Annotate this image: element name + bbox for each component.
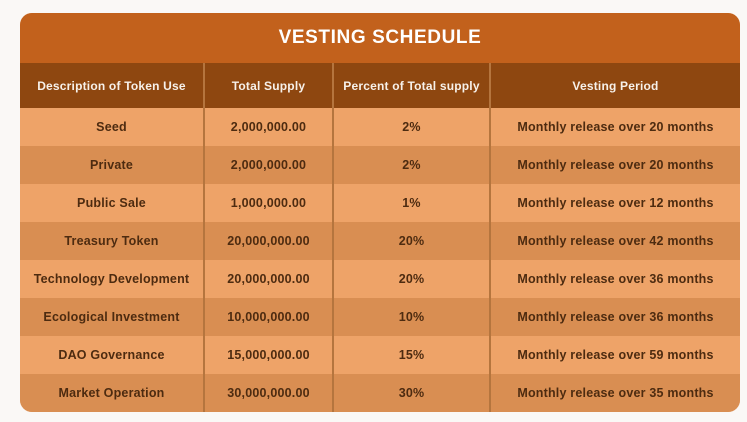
card-title: VESTING SCHEDULE — [20, 13, 740, 63]
cell-vesting-period: Monthly release over 36 months — [489, 298, 740, 336]
cell-total-supply: 10,000,000.00 — [203, 298, 333, 336]
cell-description: Technology Development — [33, 272, 190, 286]
cell-percent: 10% — [332, 298, 490, 336]
cell-total-supply: 30,000,000.00 — [203, 374, 333, 412]
cell-total-supply: 20,000,000.00 — [203, 222, 333, 260]
cell-description: Seed — [96, 120, 127, 134]
cell-description: Private — [89, 158, 134, 172]
cell-total-supply: 2,000,000.00 — [203, 146, 333, 184]
cell-vesting-period: Monthly release over 42 months — [489, 222, 740, 260]
cell-vesting-period: Monthly release over 20 months — [489, 146, 740, 184]
table-row: Private 2,000,000.00 2% Monthly release … — [20, 146, 740, 184]
table-row: Ecological Investment 10,000,000.00 10% … — [20, 298, 740, 336]
cell-total-supply: 20,000,000.00 — [203, 260, 333, 298]
cell-vesting-period: Monthly release over 12 months — [489, 184, 740, 222]
vesting-table: Description of Token Use Total Supply Pe… — [20, 63, 740, 412]
table-header-row: Description of Token Use Total Supply Pe… — [20, 63, 740, 108]
cell-percent: 2% — [332, 108, 490, 146]
table-row: Seed 2,000,000.00 2% Monthly release ove… — [20, 108, 740, 146]
cell-percent: 1% — [332, 184, 490, 222]
cell-total-supply: 1,000,000.00 — [203, 184, 333, 222]
cell-percent: 15% — [332, 336, 490, 374]
cell-percent: 20% — [332, 260, 490, 298]
cell-description: DAO Governance — [58, 348, 165, 362]
table-header: Description of Token Use Total Supply Pe… — [20, 63, 740, 108]
cell-vesting-period: Monthly release over 20 months — [489, 108, 740, 146]
table-row: Market Operation 30,000,000.00 30% Month… — [20, 374, 740, 412]
table-row: Public Sale 1,000,000.00 1% Monthly rele… — [20, 184, 740, 222]
cell-percent: 2% — [332, 146, 490, 184]
cell-percent: 20% — [332, 222, 490, 260]
cell-vesting-period: Monthly release over 59 months — [489, 336, 740, 374]
column-header-total-supply: Total Supply — [203, 63, 333, 108]
vesting-schedule-card: VESTING SCHEDULE Description of Token Us… — [20, 13, 740, 412]
cell-description: Public Sale — [77, 196, 146, 210]
cell-total-supply: 2,000,000.00 — [203, 108, 333, 146]
table-row: Treasury Token 20,000,000.00 20% Monthly… — [20, 222, 740, 260]
column-header-vesting-period: Vesting Period — [489, 63, 740, 108]
column-header-percent: Percent of Total supply — [332, 63, 490, 108]
column-header-description: Description of Token Use — [37, 78, 186, 93]
table-row: DAO Governance 15,000,000.00 15% Monthly… — [20, 336, 740, 374]
cell-vesting-period: Monthly release over 35 months — [489, 374, 740, 412]
cell-description: Market Operation — [58, 386, 165, 400]
cell-total-supply: 15,000,000.00 — [203, 336, 333, 374]
cell-percent: 30% — [332, 374, 490, 412]
cell-description: Ecological Investment — [43, 310, 180, 324]
table-body: Seed 2,000,000.00 2% Monthly release ove… — [20, 108, 740, 412]
cell-description: Treasury Token — [64, 234, 159, 248]
table-row: Technology Development 20,000,000.00 20%… — [20, 260, 740, 298]
cell-vesting-period: Monthly release over 36 months — [489, 260, 740, 298]
